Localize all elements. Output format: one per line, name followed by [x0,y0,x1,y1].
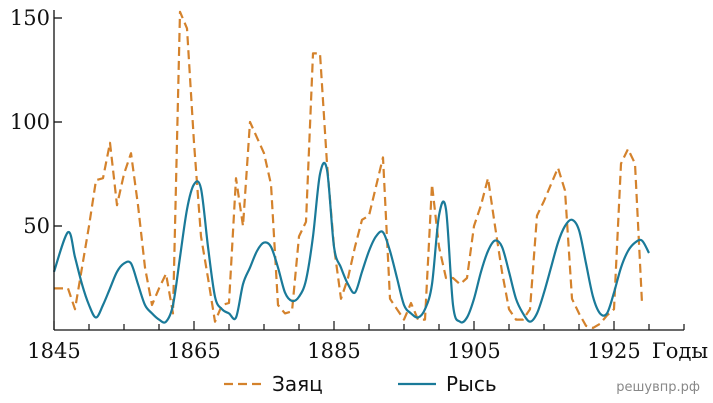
x-tick-label-1905: 1905 [447,339,500,363]
series-line-lynx [52,161,650,324]
tick-labels: 50 100 150 1845 1865 1885 1905 1925 [10,6,685,363]
x-unit-label: Годы [652,339,708,363]
y-tick-label-100: 100 [10,110,50,134]
x-tick-label-1865: 1865 [167,339,220,363]
x-tick-label-1925: 1925 [587,339,640,363]
series-line-hare [54,10,644,329]
plot-area [52,10,650,329]
legend-label-hare: Заяц [272,372,323,396]
legend-label-lynx: Рысь [446,372,497,396]
y-tick-label-150: 150 [10,6,50,30]
legend: Заяц Рысь [224,372,497,396]
x-tick-label-1885: 1885 [307,339,360,363]
x-tick-label-1845: 1845 [27,339,80,363]
watermark: решувпр.рф [616,380,700,395]
y-tick-label-50: 50 [23,214,50,238]
